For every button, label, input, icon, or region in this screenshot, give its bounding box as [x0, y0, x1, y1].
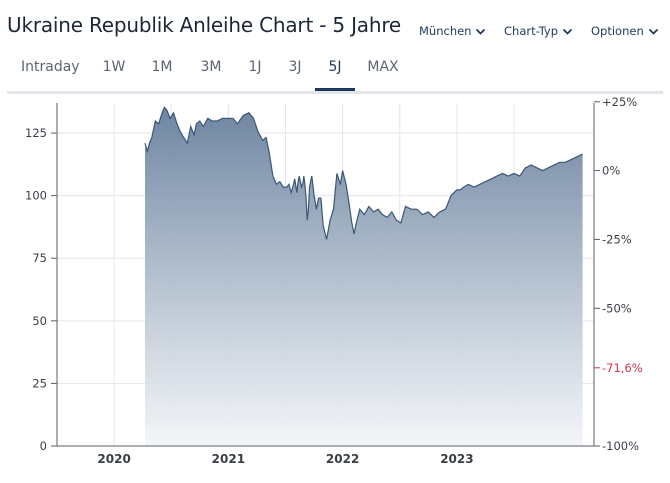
charttype-dropdown[interactable]: Chart-Typ	[504, 24, 572, 38]
bond-price-chart: 0 25 50 75 100 125 2020 2021 2022 2023 +25% 0% -25% -…	[25, 95, 643, 466]
right-tick-label: -25%	[602, 232, 632, 246]
y-tick-label: 125	[25, 126, 47, 140]
tab-intraday[interactable]: Intraday	[21, 59, 80, 75]
tab-1m[interactable]: 1M	[151, 59, 173, 75]
tab-5j[interactable]: 5J	[315, 59, 355, 91]
chevron-down-icon	[648, 24, 658, 38]
current-change-label: -71,6%	[602, 361, 643, 375]
y-tick-label: 75	[32, 251, 47, 265]
tab-1w[interactable]: 1W	[102, 59, 126, 75]
options-dropdown-label: Optionen	[591, 24, 644, 38]
price-area	[145, 107, 583, 447]
charttype-dropdown-label: Chart-Typ	[504, 24, 559, 38]
tab-3m[interactable]: 3M	[200, 59, 222, 75]
right-tick-label: 0%	[602, 164, 620, 178]
x-tick-label: 2021	[212, 452, 245, 466]
x-tick-label: 2023	[440, 452, 473, 466]
timerange-tabs: Intraday 1W 1M 3M 1J 3J 5J MAX	[7, 50, 663, 94]
page-title: Ukraine Republik Anleihe Chart - 5 Jahre	[7, 13, 402, 37]
right-tick-label: -100%	[602, 439, 639, 453]
y-tick-label: 0	[40, 439, 47, 453]
exchange-dropdown-label: München	[419, 24, 472, 38]
chevron-down-icon	[476, 24, 486, 38]
chart-axes	[51, 101, 600, 447]
y-tick-label: 50	[32, 314, 47, 328]
tab-3j[interactable]: 3J	[288, 59, 302, 75]
x-tick-label: 2022	[326, 452, 359, 466]
tab-max[interactable]: MAX	[367, 59, 399, 75]
price-line	[144, 106, 583, 240]
right-tick-label: +25%	[602, 95, 637, 109]
x-tick-label: 2020	[97, 452, 130, 466]
chart-axis-labels: 0 25 50 75 100 125 2020 2021 2022 2023 +25% 0% -25% -…	[25, 95, 643, 466]
chevron-down-icon	[563, 24, 572, 38]
right-tick-label: -50%	[602, 301, 632, 315]
options-dropdown[interactable]: Optionen	[591, 24, 658, 38]
y-tick-label: 100	[25, 189, 47, 203]
chart-header: Ukraine Republik Anleihe Chart - 5 Jahre…	[0, 0, 670, 50]
tab-1j[interactable]: 1J	[248, 59, 262, 75]
y-tick-label: 25	[32, 376, 47, 390]
exchange-dropdown[interactable]: München	[419, 24, 486, 38]
